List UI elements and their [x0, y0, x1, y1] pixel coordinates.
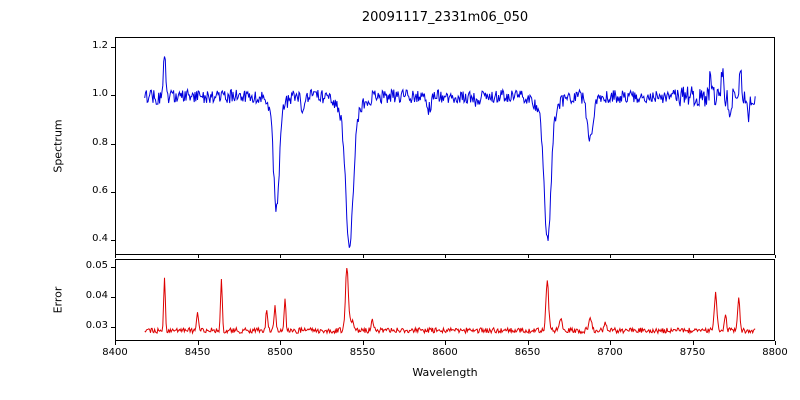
- x-tick-mark: [610, 341, 611, 345]
- x-tick-mark: [280, 255, 281, 258]
- y-tick-label: 0.05: [85, 259, 108, 271]
- x-tick-mark: [610, 255, 611, 258]
- y-tick-label: 0.6: [92, 185, 108, 197]
- x-tick-label: 8550: [349, 347, 376, 358]
- spectrum-line-svg: [115, 37, 775, 255]
- y-tick-mark: [111, 192, 115, 194]
- y-tick-label: 0.8: [92, 136, 108, 148]
- x-tick-label: 8600: [432, 347, 458, 358]
- spectrum-y-axis-label: Spectrum: [51, 119, 65, 173]
- x-tick-mark: [692, 255, 694, 258]
- x-tick-mark: [362, 341, 364, 345]
- error-y-axis-label: Error: [51, 286, 65, 314]
- y-tick-mark: [111, 46, 115, 48]
- error-plot-area: [115, 259, 775, 341]
- y-tick-label: 0.04: [85, 289, 108, 301]
- x-tick-mark: [115, 255, 116, 258]
- y-tick-mark: [111, 143, 115, 145]
- x-tick-label: 8400: [102, 347, 128, 358]
- y-tick-mark: [111, 326, 115, 328]
- x-tick-mark: [115, 341, 116, 345]
- y-tick-mark: [111, 296, 115, 298]
- x-tick-label: 8500: [267, 347, 293, 358]
- x-axis-label: Wavelength: [412, 366, 478, 379]
- y-tick-mark: [111, 266, 115, 268]
- x-tick-mark: [775, 341, 776, 345]
- error-line: [144, 268, 756, 335]
- y-tick-mark: [111, 95, 115, 97]
- spectrum-line: [144, 56, 756, 248]
- x-tick-mark: [362, 255, 364, 258]
- y-tick-label: 0.03: [85, 319, 108, 331]
- y-tick-label: 1.2: [92, 39, 108, 51]
- x-tick-label: 8750: [679, 347, 706, 358]
- x-tick-mark: [527, 255, 529, 258]
- x-tick-mark: [197, 255, 199, 258]
- x-tick-mark: [197, 341, 199, 345]
- y-tick-label: 0.4: [92, 233, 108, 245]
- x-tick-mark: [775, 255, 776, 258]
- x-tick-label: 8450: [184, 347, 211, 358]
- x-tick-mark: [445, 341, 446, 345]
- axes-frame: [115, 37, 775, 255]
- x-tick-mark: [445, 255, 446, 258]
- x-tick-mark: [692, 341, 694, 345]
- x-tick-label: 8700: [597, 347, 623, 358]
- x-tick-label: 8650: [514, 347, 541, 358]
- axes-frame: [115, 259, 775, 341]
- x-tick-label: 8800: [762, 347, 788, 358]
- x-tick-mark: [280, 341, 281, 345]
- x-tick-mark: [527, 341, 529, 345]
- y-tick-label: 1.0: [92, 88, 108, 100]
- error-line-svg: [115, 259, 775, 341]
- y-tick-mark: [111, 240, 115, 242]
- spectrum-plot-area: [115, 37, 775, 255]
- chart-title: 20091117_2331m06_050: [361, 10, 529, 25]
